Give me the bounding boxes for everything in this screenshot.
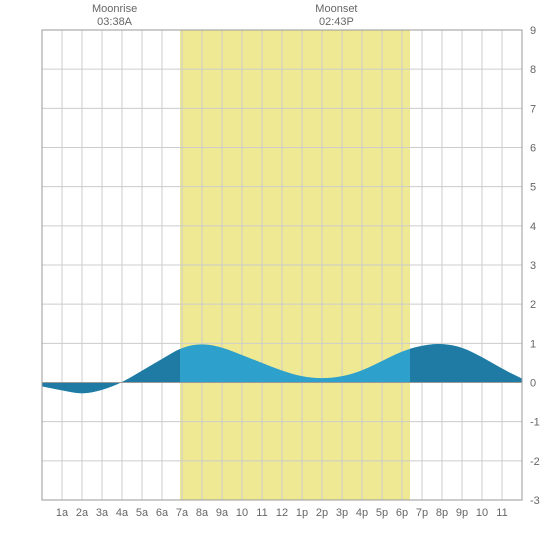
x-tick-label: 11: [496, 507, 507, 519]
y-tick-label: 7: [530, 103, 536, 115]
moonrise-label: Moonrise: [92, 3, 137, 15]
x-tick-label: 1p: [296, 507, 308, 519]
x-tick-label: 4a: [116, 507, 129, 519]
x-tick-label: 6p: [396, 507, 408, 519]
x-tick-label: 3p: [336, 507, 348, 519]
moonset-label: Moonset: [315, 3, 357, 15]
x-tick-label: 5a: [136, 507, 149, 519]
y-tick-label: 2: [530, 299, 536, 311]
tide-chart: -3-2-101234567891a2a3a4a5a6a7a8a9a101112…: [0, 0, 550, 550]
x-tick-label: 9p: [456, 507, 468, 519]
chart-svg: -3-2-101234567891a2a3a4a5a6a7a8a9a101112…: [0, 0, 550, 550]
x-tick-label: 2p: [316, 507, 328, 519]
x-tick-label: 5p: [376, 507, 388, 519]
x-tick-label: 3a: [96, 507, 109, 519]
x-tick-label: 10: [236, 507, 248, 519]
y-tick-label: 4: [530, 221, 536, 233]
x-tick-label: 7p: [416, 507, 428, 519]
y-tick-label: 6: [530, 143, 536, 155]
x-tick-label: 1a: [56, 507, 69, 519]
x-tick-label: 10: [476, 507, 488, 519]
x-tick-label: 8a: [196, 507, 209, 519]
y-tick-label: 0: [530, 378, 536, 390]
x-tick-label: 4p: [356, 507, 368, 519]
x-tick-label: 11: [256, 507, 267, 519]
x-tick-label: 12: [276, 507, 288, 519]
y-tick-label: 5: [530, 182, 536, 194]
x-tick-label: 9a: [216, 507, 229, 519]
y-tick-label: -3: [530, 495, 540, 507]
moonset-time: 02:43P: [319, 16, 354, 28]
y-tick-label: -2: [530, 456, 540, 468]
x-tick-label: 8p: [436, 507, 448, 519]
y-tick-label: 9: [530, 25, 536, 37]
moonrise-time: 03:38A: [97, 16, 133, 28]
y-tick-label: 8: [530, 64, 536, 76]
y-tick-label: 3: [530, 260, 536, 272]
x-tick-label: 2a: [76, 507, 89, 519]
x-tick-label: 7a: [176, 507, 189, 519]
y-tick-label: 1: [530, 338, 536, 350]
x-tick-label: 6a: [156, 507, 169, 519]
y-tick-label: -1: [530, 417, 540, 429]
